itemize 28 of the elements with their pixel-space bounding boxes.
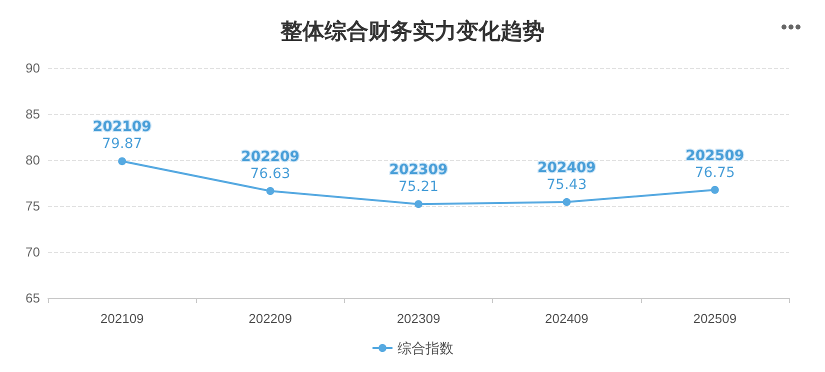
category-label: 202309 — [389, 162, 448, 178]
chart-title: 整体综合财务实力变化趋势 — [280, 18, 544, 44]
point — [414, 200, 422, 208]
x-tick-label: 202209 — [248, 311, 292, 326]
point — [266, 187, 274, 195]
x-tick-label: 202309 — [396, 311, 440, 326]
category-label: 202209 — [241, 149, 300, 166]
category-label: 202409 — [537, 160, 596, 176]
y-tick-label: 70 — [26, 244, 40, 260]
y-tick-label: 65 — [26, 290, 40, 306]
category-label: 202109 — [92, 119, 152, 136]
x-tick-label: 202109 — [100, 311, 144, 326]
data-label: 79.87 — [102, 136, 142, 152]
y-tick-label: 90 — [26, 60, 40, 76]
x-tick-label: 202509 — [693, 311, 737, 326]
legend-label: 综合指数 — [398, 340, 454, 356]
category-label: 202509 — [686, 148, 744, 164]
y-tick-label: 85 — [26, 106, 40, 122]
x-tick-label: 202409 — [545, 311, 588, 326]
data-label: 75.21 — [398, 179, 439, 196]
y-tick-label: 80 — [26, 152, 40, 168]
point — [710, 186, 719, 194]
y-tick-label: 75 — [26, 198, 40, 214]
data-label: 76.75 — [694, 164, 735, 181]
data-label: 76.63 — [250, 166, 290, 182]
point — [562, 198, 571, 206]
point — [118, 157, 126, 166]
data-label: 75.43 — [546, 177, 587, 194]
